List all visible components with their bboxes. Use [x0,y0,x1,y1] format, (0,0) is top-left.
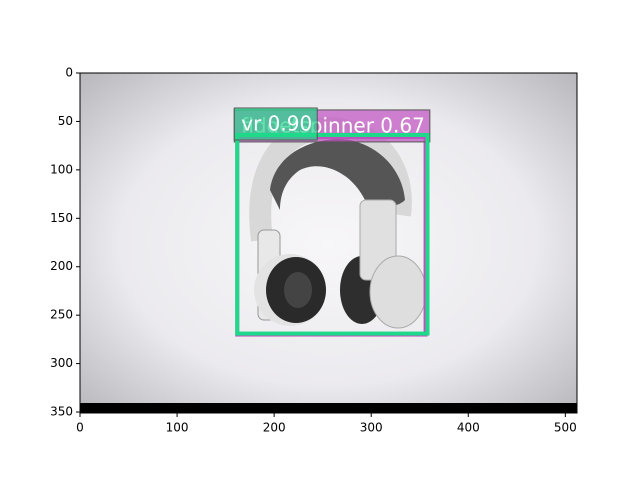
y-tick-label: 300 [50,356,73,370]
x-tick-label: 400 [457,421,480,435]
x-tick-label: 0 [76,421,84,435]
y-tick-label: 50 [58,114,73,128]
y-tick-label: 0 [65,66,73,80]
x-tick-label: 500 [554,421,577,435]
y-tick-label: 150 [50,211,73,225]
box-label: vr 0.90 [241,111,312,135]
y-tick-label: 250 [50,308,73,322]
bounding-box [235,132,430,336]
y-tick-label: 350 [50,405,73,419]
y-tick-label: 100 [50,162,73,176]
box-label-bg [233,107,318,141]
y-tick-label: 200 [50,259,73,273]
x-tick-label: 100 [166,421,189,435]
x-tick-label: 300 [360,421,383,435]
x-tick-label: 200 [263,421,286,435]
axes-frame [79,72,578,414]
